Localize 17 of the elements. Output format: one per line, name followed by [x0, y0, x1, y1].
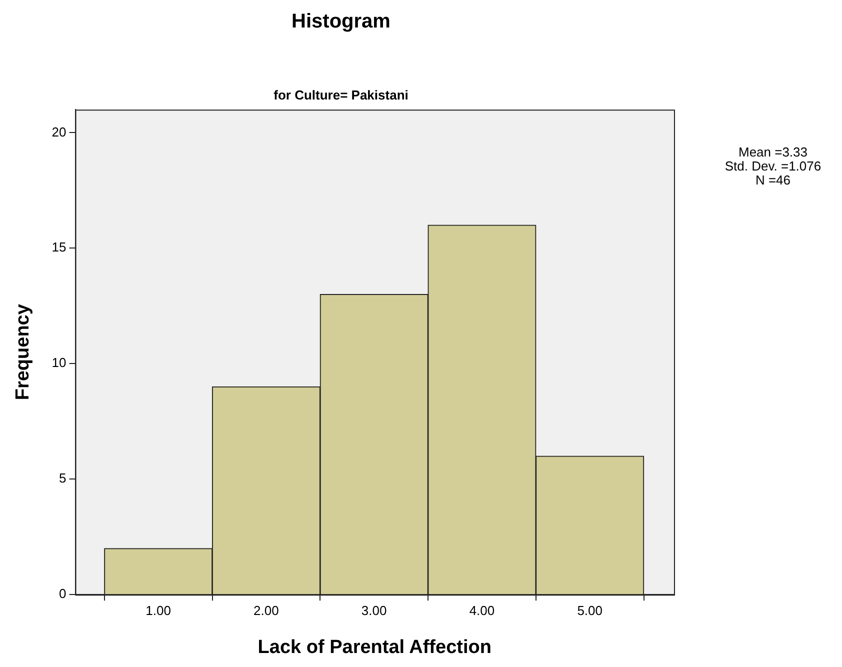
y-tick-label: 15 — [52, 240, 66, 255]
text: N =46 — [755, 172, 791, 188]
x-tick-label: 4.00 — [469, 602, 495, 618]
x-tick-label: 2.00 — [254, 602, 279, 618]
x-tick-label: 3.00 — [361, 602, 387, 618]
y-tick-label: 0 — [59, 586, 66, 602]
chart-subtitle: for Culture= Pakistani — [274, 87, 408, 102]
x-tick-label: 5.00 — [577, 602, 603, 618]
y-axis-title: Frequency — [12, 304, 34, 400]
y-tick-label: 10 — [52, 355, 66, 370]
text: Std. Dev. =1.076 — [724, 158, 822, 174]
y-tick-label: 20 — [52, 124, 66, 140]
x-tick-label: 1.00 — [146, 602, 171, 618]
chart-title: Histogram — [292, 10, 390, 33]
x-axis-title: Lack of Parental Affection — [258, 636, 492, 658]
text: Mean =3.33 — [738, 144, 808, 160]
y-tick-label: 5 — [59, 470, 66, 486]
